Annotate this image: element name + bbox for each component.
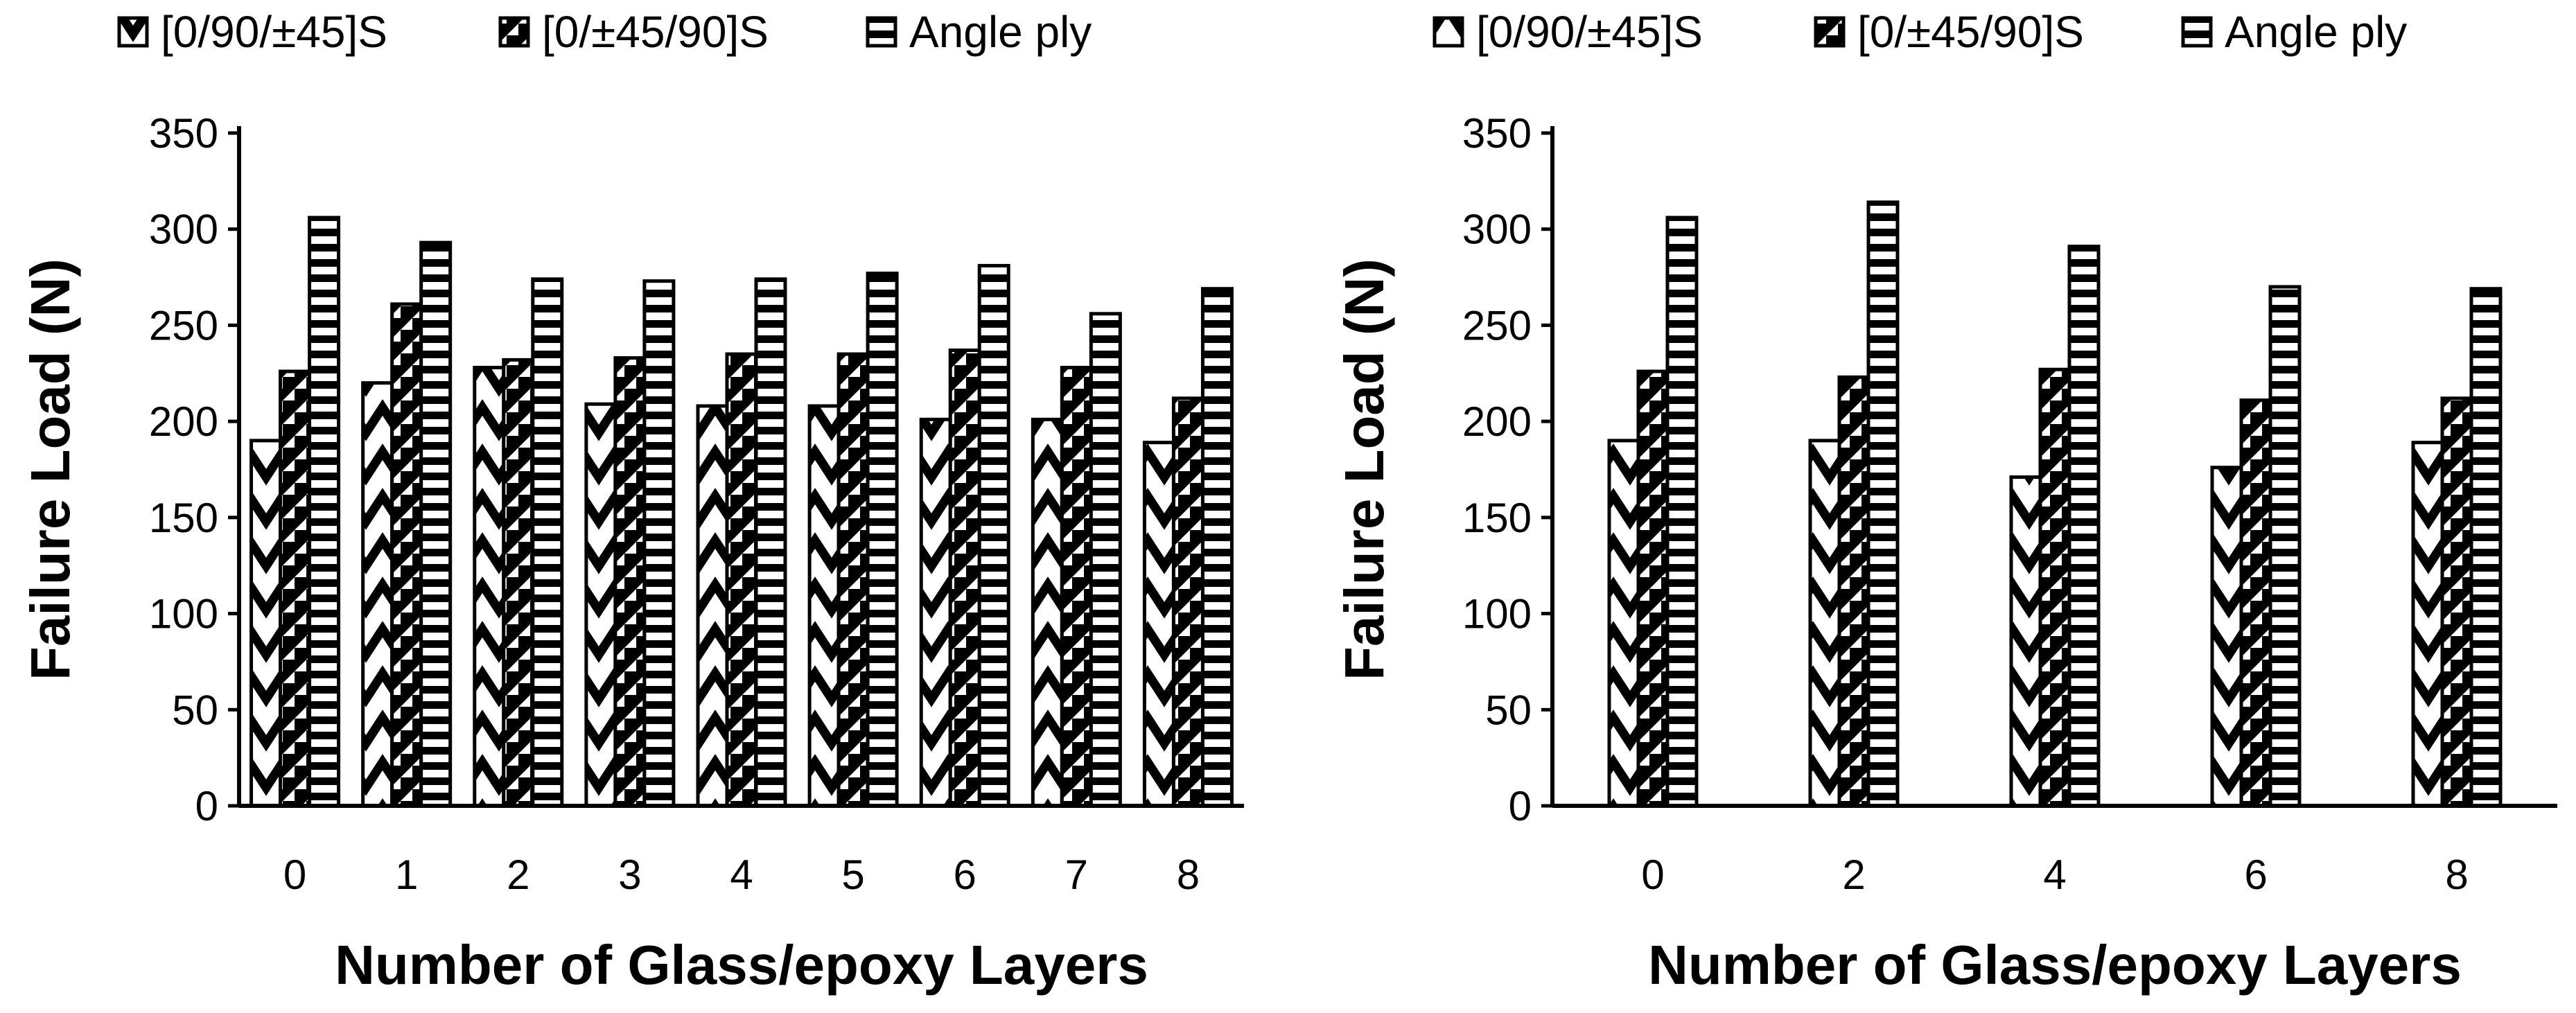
bar-3-cat-5 <box>866 272 899 808</box>
bar-3-cat-4 <box>2067 245 2101 808</box>
bar-1-cat-8 <box>2411 441 2444 808</box>
bar-3-cat-3 <box>642 279 676 808</box>
bar-3-cat-2 <box>1866 200 1900 808</box>
y-tick-label: 300 <box>149 206 218 253</box>
bar-2-cat-0 <box>1636 369 1670 808</box>
bar-3-cat-1 <box>419 240 453 808</box>
x-axis-title: Number of Glass/epoxy Layers <box>335 934 1148 996</box>
y-tick-label: 350 <box>1462 110 1532 157</box>
bar-3-cat-6 <box>2268 285 2302 808</box>
legend-swatch-2 <box>1814 16 1846 48</box>
bar-2-cat-4 <box>725 352 758 808</box>
x-tick-label: 7 <box>1065 852 1088 898</box>
x-tick-label: 2 <box>1842 852 1865 898</box>
x-axis-title: Number of Glass/epoxy Layers <box>1648 934 2462 996</box>
bar-3-cat-7 <box>1089 312 1122 808</box>
legend-label-3: Angle ply <box>909 7 1092 57</box>
bar-1-cat-5 <box>807 404 841 808</box>
y-tick-label: 150 <box>1462 495 1532 541</box>
bar-1-cat-3 <box>584 402 617 808</box>
y-tick-label: 100 <box>149 591 218 637</box>
bar-1-cat-7 <box>1031 417 1064 808</box>
legend-label-2: [0/±45/90]S <box>542 7 769 57</box>
y-tick-label: 100 <box>1462 591 1532 637</box>
bar-2-cat-3 <box>613 356 647 808</box>
legend-swatch-2 <box>498 16 530 48</box>
x-tick-label: 8 <box>2445 852 2468 898</box>
bar-2-cat-7 <box>1060 365 1093 808</box>
bar-2-cat-4 <box>2038 367 2071 808</box>
x-tick-label: 2 <box>507 852 529 898</box>
bar-1-cat-4 <box>696 404 729 808</box>
chart-right: 0 50 100 150 200 250 300 350 0 2 4 6 8 Number of Glas… <box>1333 7 2557 996</box>
legend-swatch-1 <box>1432 16 1464 48</box>
y-tick-label: 250 <box>149 302 218 349</box>
x-tick-label: 8 <box>1177 852 1200 898</box>
bar-2-cat-6 <box>948 348 981 808</box>
x-tick-label: 1 <box>395 852 418 898</box>
y-tick-label: 0 <box>1509 783 1532 829</box>
bar-3-cat-4 <box>754 277 787 808</box>
y-tick-label: 0 <box>195 783 218 829</box>
x-tick-label: 4 <box>730 852 753 898</box>
legend-label-3: Angle ply <box>2225 7 2407 57</box>
bar-2-cat-8 <box>2440 396 2473 808</box>
bar-2-cat-2 <box>502 358 535 808</box>
bar-1-cat-0 <box>1607 439 1640 808</box>
x-tick-label: 4 <box>2043 852 2066 898</box>
y-tick-label: 350 <box>149 110 218 157</box>
legend-swatch-3 <box>866 16 897 48</box>
y-tick-label: 200 <box>1462 398 1532 445</box>
y-tick-label: 300 <box>1462 206 1532 253</box>
legend-swatch-3 <box>2181 16 2213 48</box>
chart-left: 0 50 100 150 200 250 300 350 0 1 2 3 4 5 6 7 8 Number of … <box>19 7 1244 996</box>
bar-3-cat-6 <box>977 263 1010 808</box>
legend-label-2: [0/±45/90]S <box>1857 7 2084 57</box>
y-axis-title: Failure Load (N) <box>19 258 81 680</box>
bar-1-cat-6 <box>2210 466 2243 808</box>
legend-label-1: [0/90/±45]S <box>161 7 387 57</box>
bar-3-cat-8 <box>2469 287 2503 808</box>
y-axis-title: Failure Load (N) <box>1333 258 1395 680</box>
x-tick-label: 0 <box>1641 852 1664 898</box>
y-tick-label: 200 <box>149 398 218 445</box>
bar-1-cat-1 <box>361 381 394 808</box>
x-tick-label: 0 <box>283 852 306 898</box>
x-tick-label: 3 <box>618 852 641 898</box>
bar-3-cat-2 <box>531 277 564 808</box>
bar-1-cat-0 <box>249 439 283 808</box>
x-tick-label: 6 <box>2244 852 2267 898</box>
bar-1-cat-2 <box>1808 439 1841 808</box>
bar-1-cat-2 <box>473 365 506 808</box>
y-tick-label: 150 <box>149 495 218 541</box>
y-tick-label: 50 <box>172 687 218 733</box>
bar-1-cat-6 <box>919 417 952 808</box>
bar-2-cat-6 <box>2239 398 2272 808</box>
x-tick-label: 5 <box>841 852 864 898</box>
bar-1-cat-4 <box>2009 475 2042 808</box>
bar-3-cat-8 <box>1200 287 1234 808</box>
bar-3-cat-0 <box>1665 215 1699 808</box>
bar-2-cat-2 <box>1837 375 1870 808</box>
bar-3-cat-0 <box>308 215 341 808</box>
legend-swatch-1 <box>117 16 149 48</box>
bar-1-cat-8 <box>1142 441 1175 808</box>
y-tick-label: 250 <box>1462 302 1532 349</box>
bar-2-cat-5 <box>836 352 870 808</box>
bar-2-cat-8 <box>1171 396 1204 808</box>
bar-2-cat-0 <box>279 369 312 808</box>
legend-label-1: [0/90/±45]S <box>1476 7 1703 57</box>
x-tick-label: 6 <box>954 852 976 898</box>
bar-2-cat-1 <box>390 302 423 808</box>
y-tick-label: 50 <box>1485 687 1532 733</box>
